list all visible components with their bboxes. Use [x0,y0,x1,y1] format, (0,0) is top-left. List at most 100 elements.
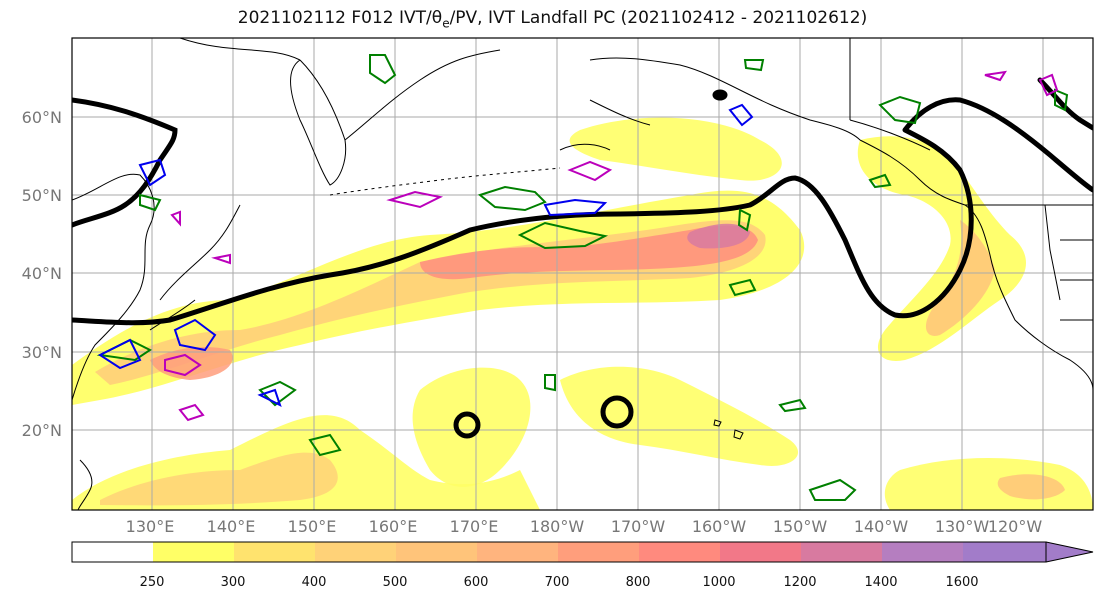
na-west-coast [859,139,1093,391]
colorbar-cell [558,542,639,562]
alaska-coast [559,57,861,151]
map-frame [71,37,1094,511]
pv-green-16 [544,374,556,392]
pv-green-8 [139,193,162,212]
pv-green-5 [737,208,752,232]
pv-blue-4 [543,198,608,217]
colorbar-label: 400 [302,575,327,590]
colorbar-cells [72,542,1046,562]
ivt-central [412,367,531,487]
pv-green-6 [878,95,922,125]
ivt-gulf-alaska [569,117,782,181]
pv-blue-3 [97,338,142,370]
siberia-coast [179,38,501,141]
ivt-east-sub [560,366,799,466]
theta-e-nw [72,97,178,228]
colorbar-cell [315,542,396,562]
philippines [77,459,93,510]
lon-label: 130°W [935,517,990,536]
ivt-subtropical-core [100,452,338,506]
pv-contours-magenta [164,70,1059,422]
colorbar-label: 500 [383,575,408,590]
colorbar: 250 300 400 500 600 700 800 1000 1200 14… [71,541,1094,590]
lat-label: 50°N [22,186,62,205]
pv-green-4 [728,278,757,297]
aleutians [329,167,561,196]
pv-green-1 [369,54,397,85]
pv-mag-1 [567,160,613,182]
lat-label: 60°N [22,108,62,127]
pv-green-13 [778,398,807,413]
lat-label: 20°N [22,421,62,440]
theta-e-ring-2 [600,395,634,429]
asia-coast [72,173,155,401]
pv-contours-blue [97,103,754,407]
colorbar-frame [71,541,1047,563]
colorbar-cell [153,542,234,562]
colorbar-cell [477,542,558,562]
political-boundaries [849,38,1093,321]
colorbar-label: 250 [140,575,165,590]
lon-label: 170°E [450,517,499,536]
lon-label: 120°W [988,517,1043,536]
ivt-coast-band [857,136,1027,361]
colorbar-label: 700 [545,575,570,590]
hawaii [713,419,744,440]
pv-mag-2 [386,190,444,209]
ivt-se-core [997,474,1065,500]
lat-labels: 60°N 50°N 40°N 30°N 20°N [22,108,62,440]
map-title: 2021102112 F012 IVT/θe/PV, IVT Landfall … [237,8,868,31]
ivt-se-blob [884,458,1093,510]
colorbar-cell [72,542,153,562]
colorbar-label: 1200 [783,575,816,590]
colorbar-cell [720,542,801,562]
ivt-ar-peak [420,225,758,280]
pv-blue-2 [173,318,217,352]
lon-label: 140°W [854,517,909,536]
lon-label: 180°W [530,517,585,536]
colorbar-label: 800 [626,575,651,590]
lon-label: 150°W [773,517,828,536]
lat-label: 30°N [22,343,62,362]
colorbar-extend-arrow [1046,542,1093,562]
japan-coast [149,204,241,331]
pv-mag-8 [170,210,181,227]
pv-green-14 [868,173,892,189]
map-panel [72,38,1093,510]
theta-e-main [72,97,1093,326]
ivt-shading [72,117,1093,510]
pv-blue-5 [728,103,754,127]
theta-e-spot [712,89,728,101]
pv-blue-6 [257,388,282,407]
lon-label: 160°E [369,517,418,536]
colorbar-label: 1400 [864,575,897,590]
ivt-coast-core [925,220,995,336]
coastlines [72,38,1093,510]
colorbar-label: 1000 [702,575,735,590]
pv-green-2 [477,185,547,212]
pv-mag-4 [178,403,205,422]
colorbar-arrow-outline [1045,541,1094,563]
lon-label: 170°W [611,517,666,536]
pv-green-15 [743,59,765,72]
colorbar-label: 1600 [945,575,978,590]
pv-mag-3 [164,353,202,377]
lon-label: 150°E [288,517,337,536]
colorbar-cell [639,542,720,562]
pv-green-3 [517,221,609,250]
kamchatka-coast [290,59,347,186]
lat-label: 40°N [22,264,62,283]
colorbar-cell [396,542,477,562]
colorbar-label: 600 [464,575,489,590]
pv-mag-6 [984,70,1007,82]
lon-label: 140°E [207,517,256,536]
pv-green-7 [1054,88,1069,112]
lon-labels: 130°E 140°E 150°E 160°E 170°E 180°W 170°… [126,517,1043,536]
colorbar-cell [882,542,963,562]
colorbar-label: 300 [221,575,246,590]
pv-mag-5 [1038,73,1059,97]
theta-e-ring-1 [453,411,481,439]
lon-label: 160°W [692,517,747,536]
pv-blue-1 [138,158,167,187]
